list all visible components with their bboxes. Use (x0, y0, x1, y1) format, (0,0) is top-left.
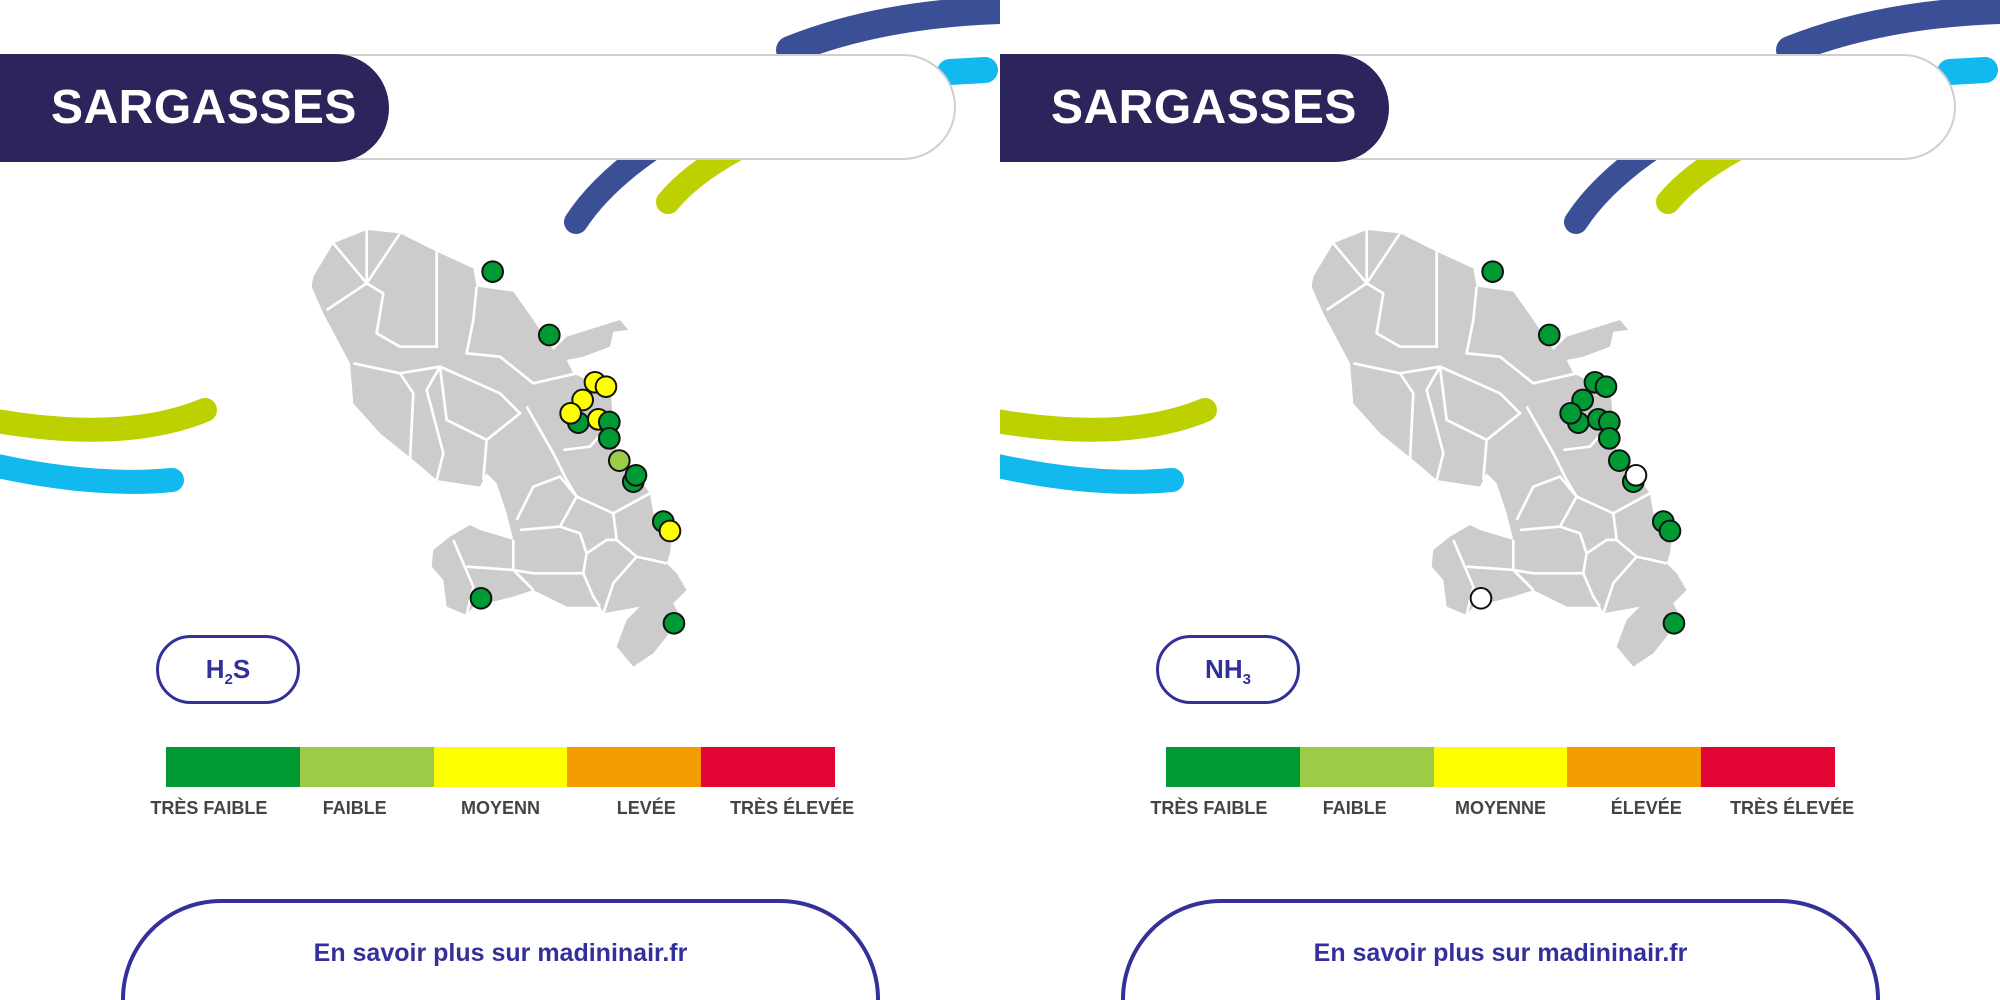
learn-more-link[interactable]: En savoir plus sur madininair.fr (1313, 939, 1688, 967)
station-marker-none[interactable] (1624, 463, 1648, 487)
pollutant-rest: S (232, 654, 251, 684)
station-marker-tres-faible[interactable] (537, 323, 561, 347)
station-marker-faible[interactable] (607, 449, 631, 472)
station-marker-tres-faible[interactable] (1662, 611, 1686, 635)
station-marker-tres-faible[interactable] (481, 260, 504, 283)
station-marker-tres-faible[interactable] (1594, 375, 1618, 398)
station-marker-moyenne[interactable] (559, 401, 582, 425)
legend-label: ÉLEVÉE (1610, 798, 1682, 818)
scale-tres-faible (1166, 747, 1300, 787)
legend-label: MOYENNE (1454, 798, 1546, 818)
legend-label: TRÈS ÉLEVÉE (730, 798, 855, 818)
title-band (1000, 54, 1389, 162)
level-color-scale (1166, 747, 1835, 787)
scale-faible (1299, 747, 1434, 787)
legend-label: FAIBLE (322, 798, 387, 818)
learn-more-button[interactable]: En savoir plus sur madininair.fr (121, 899, 880, 1000)
station-marker-none[interactable] (1469, 586, 1493, 610)
station-marker-moyenne[interactable] (594, 375, 618, 398)
station-marker-tres-faible[interactable] (624, 463, 648, 487)
pollutant-base: NH (1205, 654, 1243, 684)
cyan-arc (0, 454, 184, 494)
sargasses-panel: SARGASSES NH3 (1000, 0, 2000, 1000)
scale-moyenne (1433, 747, 1568, 787)
pollutant-badge[interactable]: NH3 (1156, 635, 1300, 704)
scale-tres-elevee (701, 747, 835, 787)
scale-faible (299, 747, 434, 787)
pollutant-base: H (205, 654, 225, 684)
station-marker-tres-faible[interactable] (1597, 426, 1621, 450)
pollutant-subscript: 3 (1242, 671, 1251, 688)
scale-moyenne (433, 747, 568, 787)
blue-arc (1776, 0, 2000, 64)
scale-tres-faible (166, 747, 300, 787)
island-shape (1311, 229, 1687, 667)
cyan-arc (1000, 454, 1184, 494)
legend-label: TRÈS FAIBLE (1150, 798, 1268, 818)
station-marker-tres-faible[interactable] (1481, 260, 1504, 283)
scale-elevee (567, 747, 702, 787)
cyan-stroke (1937, 57, 1998, 85)
island-shape (311, 229, 687, 667)
station-marker-tres-faible[interactable] (662, 611, 686, 635)
pollutant-badge[interactable]: H2S (156, 635, 300, 704)
station-marker-tres-faible[interactable] (1658, 519, 1682, 543)
station-marker-moyenne[interactable] (658, 519, 682, 543)
level-color-scale (166, 747, 835, 787)
martinique-map (311, 229, 687, 667)
title-bar (280, 54, 956, 160)
station-marker-tres-faible[interactable] (597, 426, 621, 450)
legend-label: TRÈS FAIBLE (150, 798, 268, 818)
blue-arc (776, 0, 1000, 64)
station-marker-tres-faible[interactable] (1607, 449, 1631, 472)
legend-label: MOYENN (460, 798, 540, 818)
legend-label: TRÈS ÉLEVÉE (1730, 798, 1855, 818)
lime-arc (0, 398, 217, 442)
martinique-map (1311, 229, 1687, 667)
learn-more-link[interactable]: En savoir plus sur madininair.fr (313, 939, 688, 967)
legend-label: FAIBLE (1322, 798, 1387, 818)
level-labels: TRÈS FAIBLE FAIBLE MOYENN LEVÉE TRÈS ÉLE… (136, 798, 865, 819)
station-marker-tres-faible[interactable] (469, 586, 493, 610)
cyan-stroke (937, 57, 998, 85)
station-markers (469, 260, 686, 635)
level-labels: TRÈS FAIBLE FAIBLE MOYENNE ÉLEVÉE TRÈS É… (1136, 798, 1865, 819)
decorative-swooshes (0, 0, 1000, 494)
scale-tres-elevee (1701, 747, 1835, 787)
commune-borders (1325, 229, 1667, 616)
scale-elevee (1567, 747, 1702, 787)
page-title: SARGASSES (1051, 81, 1357, 134)
learn-more-button[interactable]: En savoir plus sur madininair.fr (1121, 899, 1880, 1000)
station-markers (1469, 260, 1686, 635)
lime-arc (1000, 398, 1217, 442)
pollutant-subscript: 2 (224, 671, 233, 688)
station-marker-tres-faible[interactable] (1559, 401, 1582, 425)
title-band (0, 54, 389, 162)
title-bar (1280, 54, 1956, 160)
sargasses-panel: SARGASSES H2S (0, 0, 1000, 1000)
legend-label: LEVÉE (616, 798, 676, 818)
page-title: SARGASSES (51, 81, 357, 134)
station-marker-tres-faible[interactable] (1537, 323, 1561, 347)
